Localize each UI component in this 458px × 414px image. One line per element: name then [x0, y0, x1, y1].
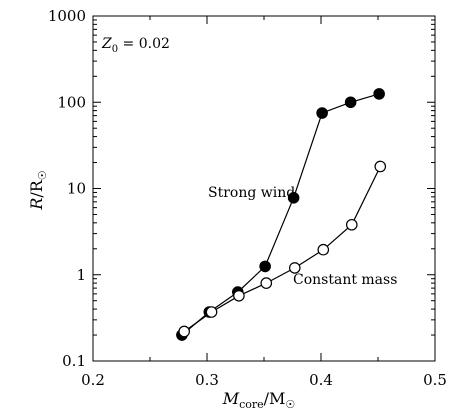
x-axis-title: Mcore/M☉: [222, 389, 296, 411]
series-lines: [181, 93, 381, 336]
data-point-constant-mass: [178, 325, 190, 338]
y-tick-label: 1: [76, 266, 86, 284]
data-point-constant-mass: [288, 262, 301, 274]
data-point-strong-wind: [287, 192, 300, 204]
series-markers: [176, 88, 387, 341]
axis-ticks: [92, 15, 436, 362]
data-point-strong-wind: [316, 107, 328, 119]
series-label-constant-mass: Constant mass: [293, 272, 397, 288]
data-point-strong-wind: [259, 260, 271, 273]
metallicity-annotation: Z0 = 0.02: [101, 36, 170, 55]
y-tick-label: 1000: [48, 7, 86, 25]
y-tick-label: 0.1: [62, 352, 86, 370]
x-tick-label: 0.5: [423, 371, 447, 389]
x-tick-label: 0.2: [81, 371, 105, 389]
data-point-constant-mass: [205, 306, 218, 318]
y-tick-label: 10: [67, 180, 86, 198]
data-point-constant-mass: [260, 277, 273, 289]
series-label-strong-wind: Strong wind: [208, 185, 295, 201]
series-line-strong-wind: [181, 93, 380, 336]
data-point-constant-mass: [233, 290, 245, 302]
y-tick-label: 100: [57, 93, 86, 111]
data-point-constant-mass: [345, 218, 358, 231]
data-point-constant-mass: [317, 243, 330, 256]
data-point-strong-wind: [344, 96, 357, 109]
axis-tick-labels: 0.2 0.3 0.4 0.5 0.1 1 10 100 1000: [48, 7, 447, 389]
x-tick-label: 0.3: [195, 371, 219, 389]
x-tick-label: 0.4: [309, 371, 333, 389]
y-axis-title: R/R☉: [27, 170, 49, 210]
data-point-strong-wind: [373, 88, 385, 100]
data-point-constant-mass: [374, 160, 387, 173]
